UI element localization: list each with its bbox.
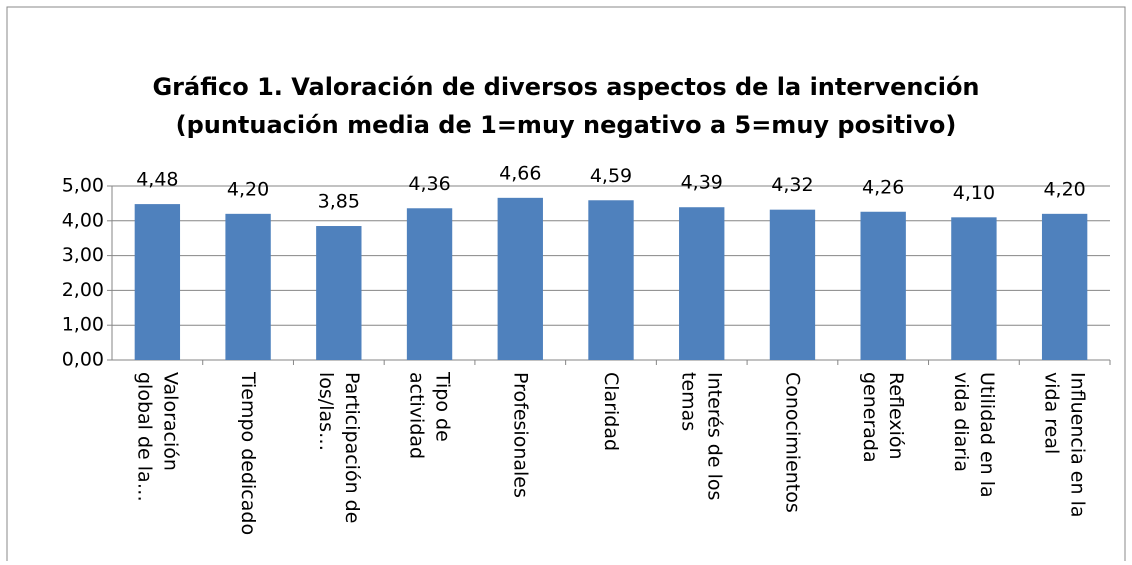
x-tick-label-line: vida real	[1041, 372, 1063, 454]
x-tick-label: Valoraciónglobal de la…	[134, 372, 182, 502]
bar	[497, 197, 543, 360]
x-tick-label-line: Valoración	[160, 372, 182, 471]
y-tick-label: 3,00	[62, 244, 104, 266]
x-tick-label: Conocimientos	[782, 372, 804, 513]
x-tick-label: Claridad	[601, 372, 623, 451]
x-tick-label-line: global de la…	[134, 372, 156, 502]
x-tick-label: Profesionales	[510, 372, 532, 498]
x-tick-label: Participación delos/las…	[315, 372, 363, 523]
x-tick-label-line: Tiempo dedicado	[238, 371, 260, 535]
y-tick-label: 1,00	[62, 314, 104, 336]
value-label: 4,36	[408, 173, 450, 195]
x-tick-label-line: Influencia en la	[1067, 372, 1089, 518]
x-tick-label-line: Profesionales	[510, 372, 532, 498]
bar	[951, 217, 997, 360]
value-label: 4,20	[227, 178, 269, 200]
x-tick-label-line: vida diaria	[950, 372, 972, 472]
y-tick-label: 0,00	[62, 349, 104, 371]
x-tick-label: Tipo deactividad	[406, 371, 454, 459]
value-label: 4,26	[862, 176, 904, 198]
x-tick-label-line: actividad	[406, 372, 428, 459]
value-label: 4,48	[136, 169, 178, 191]
x-tick-label: Utilidad en lavida diaria	[950, 372, 998, 498]
bar	[316, 226, 362, 360]
chart-subtitle: (puntuación media de 1=muy negativo a 5=…	[176, 111, 957, 139]
x-tick-label-line: Utilidad en la	[976, 372, 998, 498]
value-label: 4,20	[1043, 178, 1085, 200]
bar	[769, 209, 816, 360]
x-tick-label: Reflexióngenerada	[860, 372, 908, 463]
bar	[225, 213, 271, 360]
y-tick-label: 4,00	[62, 209, 104, 231]
x-tick-label-line: temas	[678, 372, 700, 431]
x-tick-label-line: Tipo de	[432, 371, 454, 442]
value-label: 4,66	[499, 162, 541, 184]
x-tick-label: Interés de lostemas	[678, 372, 726, 500]
bar	[860, 211, 906, 360]
x-tick-label-line: Participación de	[341, 372, 363, 523]
bar	[1041, 213, 1088, 360]
value-label: 4,59	[590, 165, 632, 187]
x-tick-label-line: generada	[860, 372, 882, 463]
bar	[679, 207, 725, 360]
x-tick-label: Influencia en lavida real	[1041, 372, 1089, 518]
y-tick-label: 5,00	[62, 175, 104, 197]
chart-title: Gráfico 1. Valoración de diversos aspect…	[152, 73, 979, 101]
bar	[588, 200, 634, 360]
chart-frame	[6, 6, 1126, 565]
value-label: 3,85	[318, 191, 360, 213]
value-label: 4,10	[953, 182, 995, 204]
x-tick-label-line: Claridad	[601, 372, 623, 451]
value-label: 4,32	[771, 174, 813, 196]
x-tick-label-line: Interés de los	[704, 372, 726, 500]
x-tick-label: Tiempo dedicado	[238, 371, 260, 535]
bar	[134, 204, 181, 360]
y-tick-label: 2,00	[62, 279, 104, 301]
value-label: 4,39	[681, 172, 723, 194]
x-tick-label-line: los/las…	[315, 372, 337, 451]
bar	[406, 208, 453, 360]
x-tick-label-line: Conocimientos	[782, 372, 804, 513]
x-tick-label-line: Reflexión	[886, 372, 908, 460]
